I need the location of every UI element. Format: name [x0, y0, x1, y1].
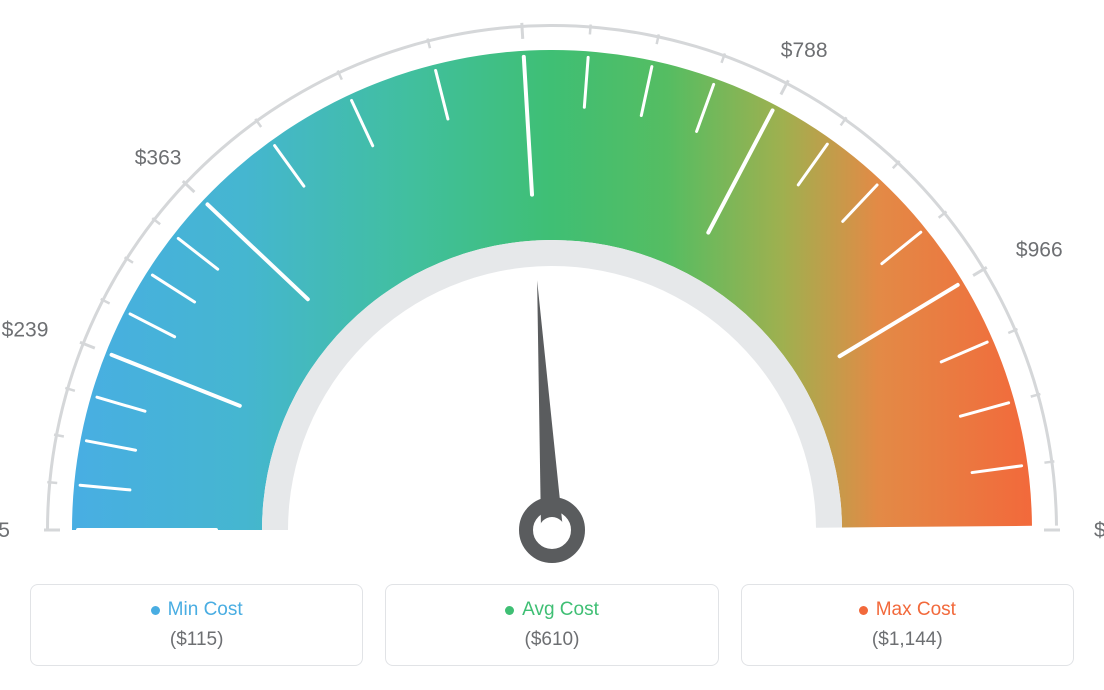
- gauge-tick-label: $610: [496, 0, 543, 1]
- gauge-tick-label: $363: [135, 147, 182, 170]
- legend-avg-label: Avg Cost: [522, 599, 599, 621]
- legend-min-title: Min Cost: [151, 599, 243, 621]
- gauge-tick-label: $966: [1016, 239, 1063, 262]
- legend-max-dot-icon: [859, 606, 868, 615]
- legend-avg-title: Avg Cost: [505, 599, 599, 621]
- legend-min-dot-icon: [151, 606, 160, 615]
- legend-max-value: ($1,144): [742, 629, 1073, 651]
- cost-gauge-widget: $115 $239 $363 $610 $788 $966 $1,144 Min Cost …: [0, 0, 1104, 690]
- legend-max-title: Max Cost: [859, 599, 956, 621]
- gauge-tick-label: $115: [0, 519, 10, 542]
- legend-avg-value: ($610): [386, 629, 717, 651]
- gauge-tick-label: $788: [781, 39, 828, 62]
- gauge-tick-label: $239: [2, 319, 49, 342]
- legend-max: Max Cost ($1,144): [741, 584, 1074, 666]
- legend-row: Min Cost ($115) Avg Cost ($610) Max Cost…: [0, 584, 1104, 666]
- legend-min-label: Min Cost: [168, 599, 243, 621]
- legend-max-label: Max Cost: [876, 599, 956, 621]
- legend-min: Min Cost ($115): [30, 584, 363, 666]
- gauge-chart: $115 $239 $363 $610 $788 $966 $1,144: [0, 0, 1104, 580]
- gauge-tick-label: $1,144: [1094, 519, 1104, 542]
- legend-avg: Avg Cost ($610): [385, 584, 718, 666]
- legend-min-value: ($115): [31, 629, 362, 651]
- legend-avg-dot-icon: [505, 606, 514, 615]
